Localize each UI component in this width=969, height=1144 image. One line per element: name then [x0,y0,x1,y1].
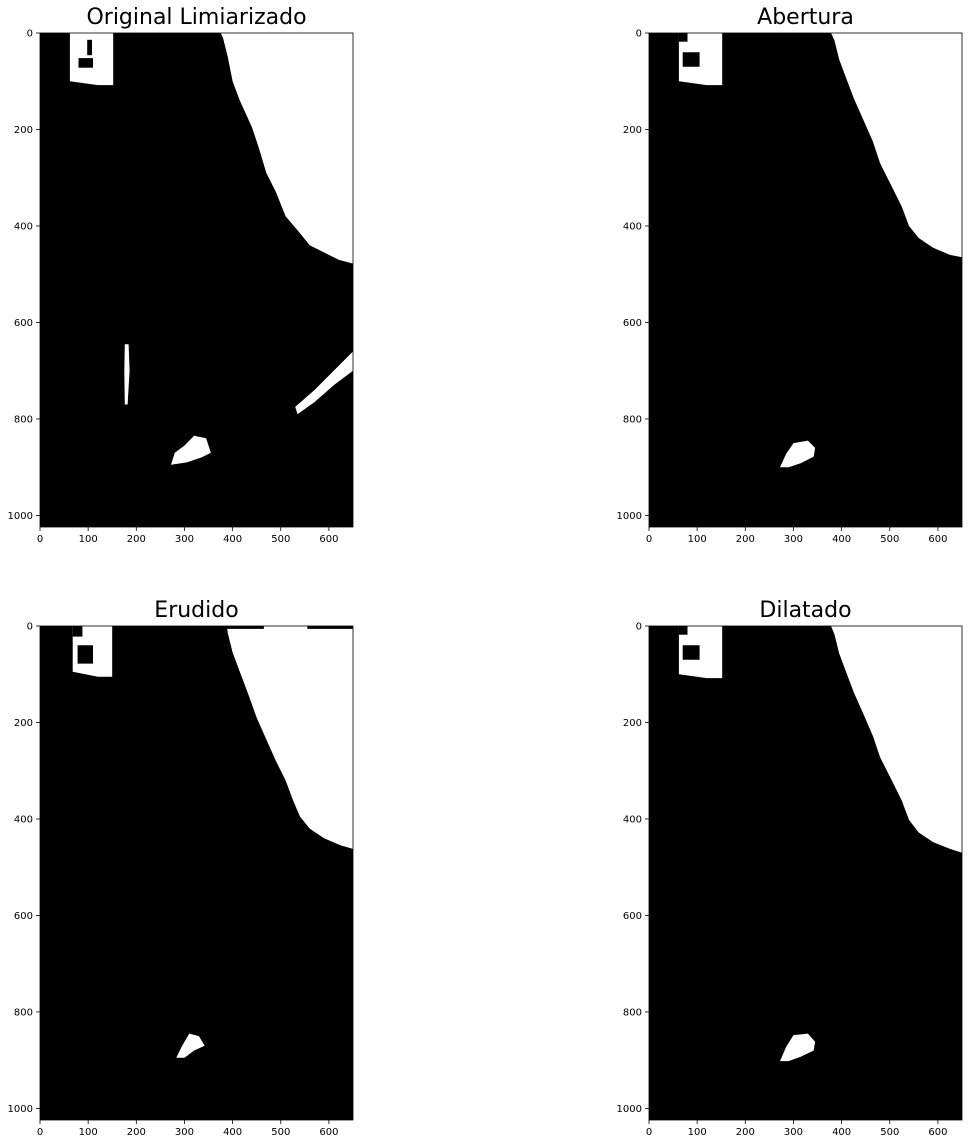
x-tick-label: 100 [688,534,707,545]
x-tick-label: 100 [79,1127,98,1138]
axes-frame [648,625,963,1121]
x-tick-label: 600 [928,534,947,545]
x-tick-label: 100 [688,1127,707,1138]
x-tick-label: 100 [79,534,98,545]
y-tick-label: 0 [636,622,642,633]
y-tick-label: 400 [623,221,642,232]
x-tick-label: 400 [223,1127,242,1138]
x-tick-label: 400 [832,534,851,545]
black-mark-top-black-bar-right [307,626,353,629]
white-region-vertical-streak [124,344,130,405]
x-tick-label: 200 [736,1127,755,1138]
y-tick-label: 200 [14,718,33,729]
x-tick-label: 300 [175,534,194,545]
image-content [72,626,353,1058]
black-mark-sign-notch-block [77,645,93,664]
y-tick-label: 600 [14,911,33,922]
image-content [678,626,962,1062]
black-mark-sign-notch-top [678,626,688,635]
x-tick-label: 500 [880,1127,899,1138]
y-tick-label: 400 [14,221,33,232]
white-region-upper-right-white [226,626,353,849]
x-tick-label: 600 [928,1127,947,1138]
image-content [69,33,353,465]
panel-2: Abertura 0 100 200 300 400 500 600 0 200 400 600 800… [617,5,963,545]
x-tick-label: 0 [37,1127,43,1138]
white-region-blob [176,1033,205,1058]
white-region-sign [678,626,723,679]
y-tick-label: 600 [14,318,33,329]
axes-frame [648,32,963,528]
white-region-upper-right-white [831,33,962,258]
black-mark-sign-letter-j [87,39,92,56]
x-tick-label: 400 [832,1127,851,1138]
y-tick-label: 1000 [617,1104,642,1115]
x-tick-label: 300 [175,1127,194,1138]
x-tick-label: 600 [319,534,338,545]
x-tick-label: 400 [223,534,242,545]
x-tick-label: 200 [127,1127,146,1138]
black-mark-top-black-bar-left [226,626,264,629]
y-tick-label: 400 [623,814,642,825]
x-tick-label: 300 [784,534,803,545]
y-tick-label: 0 [27,622,33,633]
y-tick-label: 1000 [617,511,642,522]
black-mark-sign-letter-lm [78,58,93,68]
x-tick-label: 600 [319,1127,338,1138]
black-mark-sign-notch-block [682,645,700,660]
y-tick-label: 400 [14,814,33,825]
panel-4: Dilatado 0 100 200 300 400 500 600 0 200 400 600 800… [617,598,963,1138]
white-region-blob [171,435,211,465]
x-tick-label: 500 [271,1127,290,1138]
white-region-upper-right-white [831,626,962,853]
x-tick-label: 500 [880,534,899,545]
image-content [678,33,962,468]
y-tick-label: 800 [623,414,642,425]
y-tick-label: 800 [14,414,33,425]
x-tick-label: 500 [271,534,290,545]
axes-frame [39,625,354,1121]
panel-title: Erudido [154,598,238,623]
y-tick-label: 800 [14,1007,33,1018]
x-tick-label: 200 [736,534,755,545]
panel-title: Abertura [757,5,854,30]
white-region-sign [678,33,723,86]
y-tick-label: 1000 [8,1104,33,1115]
x-tick-label: 300 [784,1127,803,1138]
y-tick-label: 200 [623,125,642,136]
y-tick-label: 0 [636,29,642,40]
panel-title: Original Limiarizado [86,5,306,30]
panel-3: Erudido 0 100 200 300 400 500 600 0 200 400 600 800 1… [8,598,354,1138]
panel-title: Dilatado [759,598,851,623]
y-tick-label: 600 [623,318,642,329]
white-region-upper-right-white [220,33,353,264]
x-tick-label: 0 [646,1127,652,1138]
y-tick-label: 600 [623,911,642,922]
y-tick-label: 1000 [8,511,33,522]
black-mark-sign-notch-top [678,33,688,42]
y-tick-label: 800 [623,1007,642,1018]
white-region-right-streak [295,351,353,415]
y-tick-label: 200 [623,718,642,729]
y-tick-label: 0 [27,29,33,40]
y-tick-label: 200 [14,125,33,136]
x-tick-label: 200 [127,534,146,545]
white-region-blob [780,440,816,468]
black-mark-sign-notch-block [682,52,700,67]
x-tick-label: 0 [37,534,43,545]
white-region-blob [780,1033,816,1062]
axes-frame [39,32,354,528]
black-mark-sign-notch-top [72,626,83,637]
panel-1: Original Limiarizado 0 100 200 300 400 500 600 0… [8,5,354,545]
x-tick-label: 0 [646,534,652,545]
